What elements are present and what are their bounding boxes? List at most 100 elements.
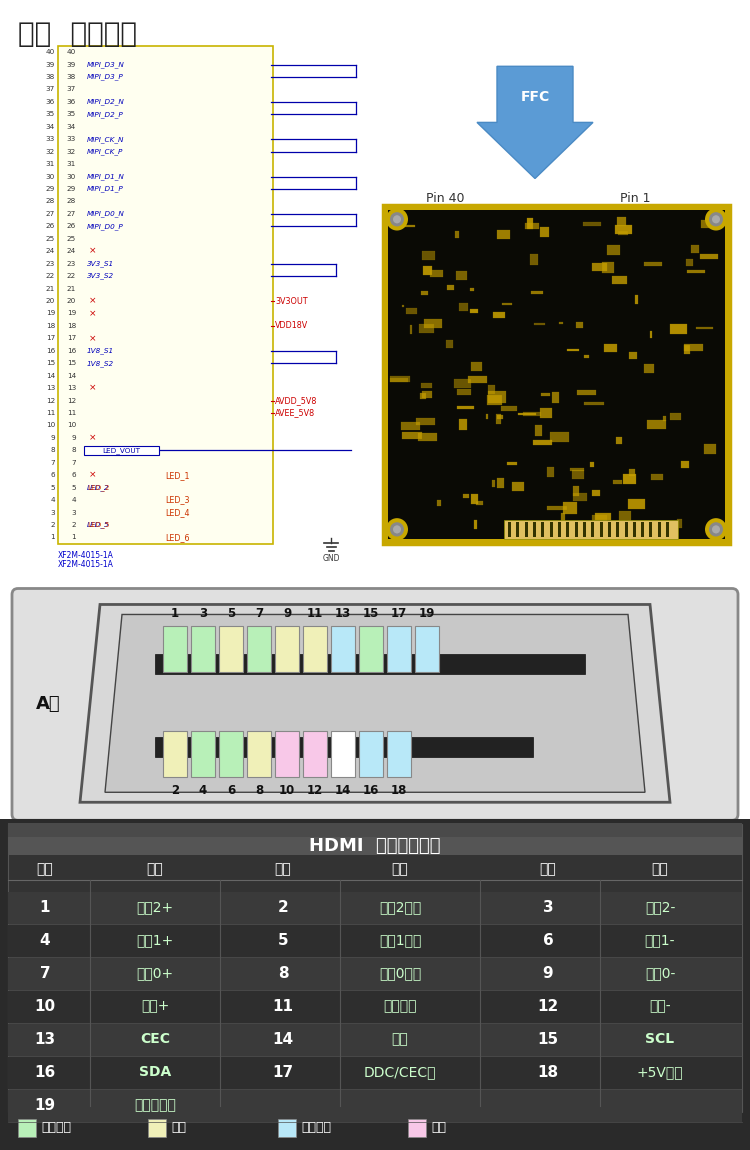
Bar (524, 412, 541, 416)
Text: ×: × (89, 309, 97, 317)
Text: 5: 5 (278, 933, 288, 948)
Text: 18: 18 (538, 1065, 559, 1080)
Bar (247, 731, 271, 777)
Text: 数据通道: 数据通道 (41, 1121, 71, 1135)
Bar (419, 434, 437, 440)
Text: 39: 39 (46, 62, 55, 68)
Bar (505, 520, 678, 538)
Bar (155, 654, 585, 674)
Bar (476, 500, 483, 505)
Bar (686, 259, 692, 266)
Text: 20: 20 (67, 298, 76, 304)
Bar (535, 424, 542, 436)
Text: 4: 4 (199, 784, 207, 797)
Text: 16: 16 (46, 347, 55, 354)
Bar (470, 309, 478, 314)
Bar (533, 439, 552, 445)
Bar (278, 1119, 296, 1137)
Bar (641, 522, 644, 537)
Text: 16: 16 (34, 1065, 56, 1080)
Text: 13: 13 (334, 607, 351, 621)
Text: 数据0屏蔽: 数据0屏蔽 (379, 966, 422, 981)
Bar (527, 218, 533, 229)
Bar (496, 478, 504, 488)
Text: 38: 38 (67, 74, 76, 81)
Text: 34: 34 (46, 124, 55, 130)
Text: 9: 9 (283, 607, 291, 621)
Text: 28: 28 (67, 199, 76, 205)
Bar (422, 391, 432, 398)
Text: XF2M-4015-1A: XF2M-4015-1A (58, 560, 114, 568)
Bar (644, 262, 662, 267)
Text: LED_2: LED_2 (87, 484, 109, 491)
Text: 16: 16 (363, 784, 380, 797)
Bar (422, 383, 433, 388)
Bar (525, 223, 539, 230)
Bar (488, 384, 495, 394)
Bar (8, 1057, 742, 1089)
Bar (219, 627, 243, 673)
Bar (486, 414, 488, 420)
Bar (618, 231, 628, 235)
Bar (650, 522, 652, 537)
Bar (558, 522, 561, 537)
Bar (331, 627, 355, 673)
Bar (614, 225, 632, 233)
Text: 12: 12 (46, 398, 55, 404)
Bar (681, 461, 688, 468)
Bar (501, 406, 517, 411)
Bar (561, 513, 566, 522)
Text: 8: 8 (50, 447, 55, 453)
Text: 时钟+: 时钟+ (141, 999, 170, 1013)
Text: 32: 32 (46, 148, 55, 154)
Text: 18: 18 (46, 323, 55, 329)
Text: 10: 10 (46, 422, 55, 429)
Text: 37: 37 (67, 86, 76, 92)
Bar (592, 263, 607, 270)
Text: MIPI_D0_N: MIPI_D0_N (87, 210, 124, 217)
Bar (572, 492, 587, 501)
Bar (670, 323, 687, 334)
Text: 34: 34 (67, 124, 76, 130)
Text: 29: 29 (46, 186, 55, 192)
Text: 数据1屏蔽: 数据1屏蔽 (379, 934, 422, 948)
Bar (191, 627, 215, 673)
Text: 27: 27 (46, 210, 55, 217)
Text: LED_5: LED_5 (87, 522, 109, 528)
Text: 30: 30 (46, 174, 55, 179)
Bar (331, 731, 355, 777)
Bar (457, 406, 474, 409)
Text: LED_VOUT: LED_VOUT (102, 447, 140, 454)
Bar (684, 345, 690, 354)
Text: 23: 23 (67, 261, 76, 267)
Bar (454, 231, 458, 238)
Text: 24: 24 (46, 248, 55, 254)
Text: 1V8_S1: 1V8_S1 (87, 347, 114, 354)
Bar (578, 390, 596, 396)
Text: 21: 21 (67, 285, 76, 292)
Bar (584, 402, 604, 405)
Text: 数据1-: 数据1- (645, 934, 675, 948)
Text: SCL: SCL (646, 1033, 674, 1046)
Bar (670, 413, 681, 420)
Bar (602, 262, 613, 273)
Text: 8: 8 (278, 966, 288, 981)
Text: 11: 11 (307, 607, 323, 621)
Bar (459, 304, 468, 312)
Text: 35: 35 (46, 112, 55, 117)
Bar (390, 378, 409, 382)
Bar (559, 322, 562, 324)
Text: 6: 6 (50, 473, 55, 478)
Text: 39: 39 (67, 62, 76, 68)
Bar (422, 251, 435, 260)
Text: 1V8_S2: 1V8_S2 (87, 360, 114, 367)
Bar (402, 224, 416, 227)
Bar (658, 522, 661, 537)
Text: 27: 27 (67, 210, 76, 217)
Text: 14: 14 (272, 1032, 293, 1046)
Text: 25: 25 (46, 236, 55, 242)
Text: 10: 10 (279, 784, 295, 797)
Text: VDD18V: VDD18V (275, 321, 308, 330)
Bar (596, 513, 611, 520)
Text: 数据2+: 数据2+ (136, 900, 173, 914)
